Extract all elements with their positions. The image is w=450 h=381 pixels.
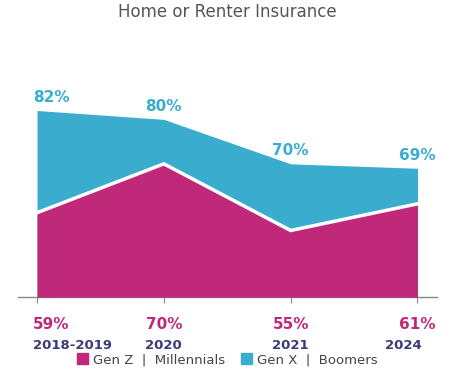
Text: 2024: 2024 [385, 339, 421, 352]
Text: 70%: 70% [272, 144, 309, 158]
Text: 70%: 70% [146, 317, 182, 331]
Text: 69%: 69% [399, 148, 436, 163]
Text: 2021: 2021 [272, 339, 309, 352]
Text: 55%: 55% [272, 317, 309, 331]
Legend: Gen Z  |  Millennials, Gen X  |  Boomers: Gen Z | Millennials, Gen X | Boomers [73, 350, 381, 371]
Title: Home or Renter Insurance: Home or Renter Insurance [118, 3, 337, 21]
Text: 82%: 82% [33, 90, 70, 105]
Text: 59%: 59% [33, 317, 70, 331]
Text: 61%: 61% [399, 317, 436, 331]
Text: 2018-2019: 2018-2019 [33, 339, 112, 352]
Text: 2020: 2020 [145, 339, 182, 352]
Text: 80%: 80% [146, 99, 182, 114]
